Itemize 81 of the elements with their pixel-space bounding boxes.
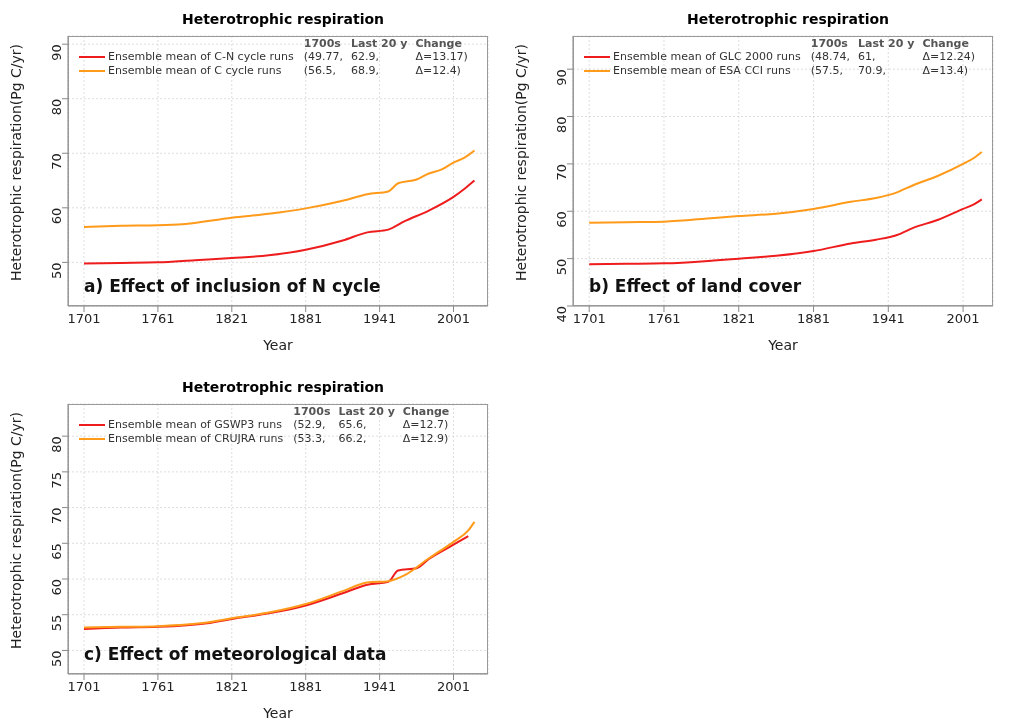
annotation: Δ=13.17)	[414, 50, 469, 64]
y-tick-label: 75	[48, 471, 64, 489]
y-tick-label: 50	[48, 262, 64, 279]
y-tick-label: 50	[553, 258, 569, 276]
annotation: (49.77,	[302, 50, 344, 64]
x-axis-title: Year	[767, 337, 799, 353]
annotation: Δ=12.9)	[401, 432, 450, 446]
annotation: 65.6,	[337, 418, 368, 432]
legend-label: Ensemble mean of GLC 2000 runs	[612, 50, 802, 64]
y-tick-label: 60	[48, 207, 64, 225]
annotation: 1700s	[302, 37, 342, 50]
y-tick-label: 70	[48, 507, 64, 525]
x-tick-label: 1701	[572, 311, 606, 327]
chart-title: Heterotrophic respiration	[180, 378, 386, 397]
x-tick-label: 1881	[289, 311, 323, 327]
chart-title: Heterotrophic respiration	[180, 10, 386, 29]
x-tick-label: 1761	[647, 311, 681, 327]
legend-label: Ensemble mean of GSWP3 runs	[107, 418, 283, 432]
legend-label: Ensemble mean of ESA CCI runs	[612, 64, 792, 78]
x-tick-label: 2001	[436, 311, 471, 327]
x-tick-label: 2001	[946, 311, 980, 327]
annotation: Δ=13.4)	[921, 64, 969, 78]
chart-title: Heterotrophic respiration	[685, 10, 891, 29]
annotation: (57.5,	[809, 64, 845, 78]
annotation: Change	[401, 405, 451, 418]
annotation: 61,	[857, 50, 877, 64]
x-tick-label: 1821	[215, 679, 249, 695]
annotation: Δ=12.24)	[921, 50, 976, 64]
x-tick-label: 1941	[363, 311, 397, 327]
y-tick-label: 65	[48, 543, 64, 560]
annotation: 62.9,	[350, 50, 380, 64]
y-axis-title: Heterotrophic respiration(Pg C/yr)	[7, 411, 24, 649]
y-tick-label: 40	[553, 306, 569, 323]
x-tick-label: 1701	[67, 311, 101, 327]
annotation: Δ=12.7)	[401, 418, 450, 432]
y-tick-label: 90	[48, 44, 64, 61]
annotation: Change	[414, 37, 463, 50]
annotation: 70.9,	[857, 64, 888, 78]
annotation: Change	[921, 37, 970, 50]
y-tick-label: 55	[48, 614, 64, 632]
x-tick-label: 1941	[871, 311, 905, 327]
x-tick-label: 1761	[141, 679, 175, 695]
x-axis-title: Year	[262, 705, 294, 721]
x-axis-title: Year	[262, 337, 294, 353]
annotation: (56.5,	[302, 64, 337, 78]
y-tick-label: 50	[48, 650, 64, 667]
x-tick-label: 1821	[722, 311, 756, 327]
y-tick-label: 80	[553, 116, 569, 134]
x-tick-label: 1941	[363, 679, 397, 695]
annotation: a) Effect of inclusion of N cycle	[84, 276, 381, 296]
annotation: (53.3,	[292, 432, 327, 446]
annotation: Last 20 y	[337, 405, 396, 418]
y-tick-label: 90	[553, 69, 569, 86]
annotation: (52.9,	[292, 418, 327, 432]
y-tick-label: 70	[553, 163, 569, 181]
x-tick-label: 1881	[796, 311, 831, 327]
y-tick-label: 80	[48, 98, 64, 116]
annotation: 1700s	[809, 37, 849, 50]
annotation: Last 20 y	[857, 37, 916, 50]
y-axis-title: Heterotrophic respiration(Pg C/yr)	[7, 43, 24, 281]
y-tick-label: 80	[48, 436, 64, 453]
y-tick-label: 70	[48, 153, 64, 170]
annotation: b) Effect of land cover	[589, 276, 802, 296]
annotation: 66.2,	[337, 432, 368, 446]
x-tick-label: 2001	[436, 679, 471, 695]
y-tick-label: 60	[553, 211, 569, 228]
annotation: Δ=12.4)	[414, 64, 462, 78]
legend-label: Ensemble mean of CRUJRA runs	[107, 432, 285, 446]
x-tick-label: 1821	[215, 311, 249, 327]
annotation: 68.9,	[350, 64, 380, 78]
x-tick-label: 1701	[67, 679, 101, 695]
y-tick-label: 60	[48, 579, 64, 596]
x-tick-label: 1761	[141, 311, 175, 327]
annotation: (48.74,	[809, 50, 852, 64]
annotation: c) Effect of meteorological data	[84, 644, 387, 664]
x-tick-label: 1881	[289, 679, 323, 695]
legend-label: Ensemble mean of C-N cycle runs	[107, 50, 295, 64]
legend-label: Ensemble mean of C cycle runs	[107, 64, 283, 78]
annotation: 1700s	[292, 405, 332, 418]
annotation: Last 20 y	[350, 37, 409, 50]
y-axis-title: Heterotrophic respiration(Pg C/yr)	[512, 43, 529, 281]
